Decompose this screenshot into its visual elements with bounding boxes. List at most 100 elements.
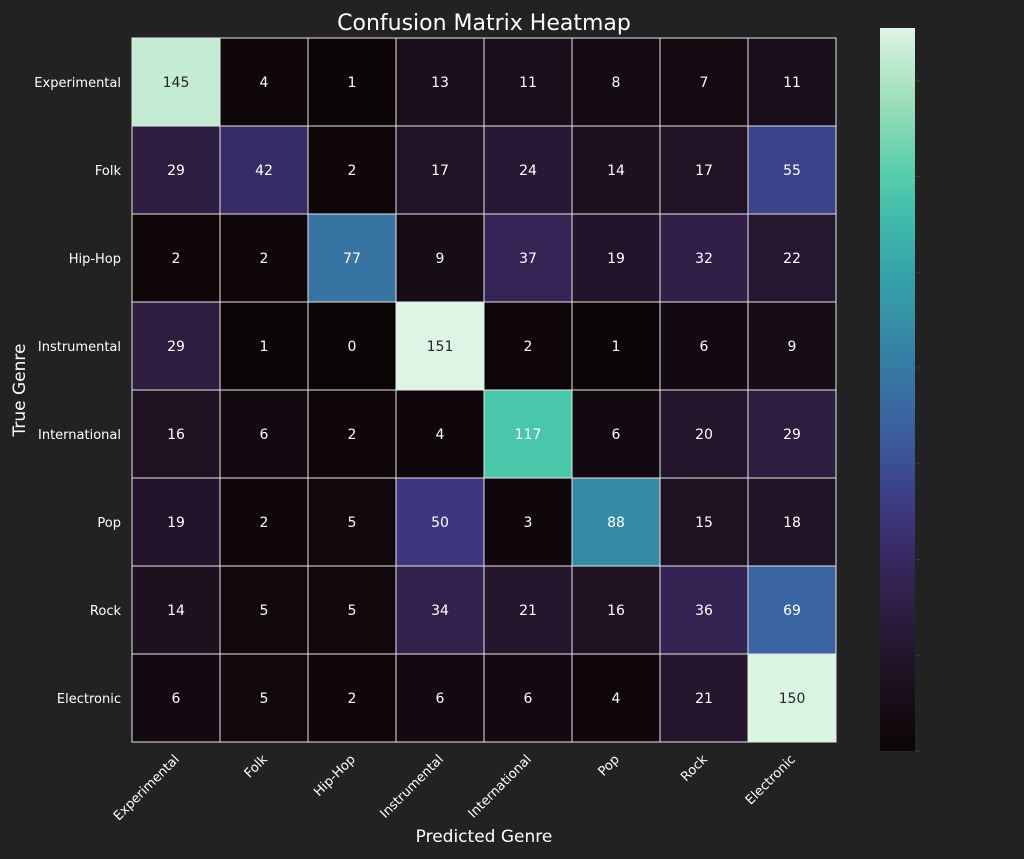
cell-value-label: 19 [167,515,185,531]
x-tick-label: Hip-Hop [311,752,359,800]
cell-value-label: 77 [343,251,361,267]
cell-value-label: 5 [348,603,357,619]
heatmap-cell [659,213,749,303]
heatmap-cell [307,565,397,655]
colorbar-ticks [915,80,920,752]
y-tick-label: Pop [97,516,121,531]
cell-value-label: 2 [348,427,357,443]
cell-value-label: 6 [612,427,621,443]
cell-value-label: 2 [348,163,357,179]
y-tick-label: Hip-Hop [69,252,121,267]
heatmap-cell [659,389,749,479]
x-tick-label: Folk [242,752,271,781]
heatmap-cell [219,213,309,303]
cell-value-label: 0 [348,339,357,355]
heatmap-cell [219,565,309,655]
cell-value-label: 22 [783,251,801,267]
x-axis-tick-labels: Experimental Folk Hip-Hop Instrumental Inter… [111,752,799,824]
cell-value-label: 5 [348,515,357,531]
heatmap-cell [483,477,573,567]
heatmap-cell [483,565,573,655]
heatmap-cell [659,565,749,655]
heatmap-cell [483,37,573,127]
cell-value-label: 14 [167,603,185,619]
x-tick-label: International [466,752,535,821]
cell-value-label: 8 [612,75,621,91]
cell-value-label: 17 [695,163,713,179]
cell-value-label: 4 [436,427,445,443]
cell-value-label: 6 [524,691,533,707]
y-tick-label: Electronic [57,692,121,707]
cell-value-label: 2 [172,251,181,267]
x-tick-label: Instrumental [377,752,446,821]
cell-value-label: 2 [260,515,269,531]
heatmap-cell [747,389,837,479]
cell-value-label: 150 [779,691,806,707]
y-tick-label: International [38,428,121,443]
heatmap-cell [219,125,309,215]
heatmap-cell [571,37,661,127]
cell-value-label: 29 [167,163,185,179]
cell-value-label: 55 [783,163,801,179]
cell-value-label: 16 [607,603,625,619]
cell-value-label: 21 [695,691,713,707]
heatmap-cell [659,477,749,567]
cell-value-label: 29 [167,339,185,355]
heatmap-cells [131,37,837,743]
cell-value-label: 4 [260,75,269,91]
cell-value-label: 9 [436,251,445,267]
cell-value-label: 1 [260,339,269,355]
cell-value-label: 37 [519,251,537,267]
cell-value-label: 29 [783,427,801,443]
cell-value-label: 36 [695,603,713,619]
chart-title: Confusion Matrix Heatmap [337,11,631,36]
heatmap-cell [395,37,485,127]
heatmap-cell [747,125,837,215]
cell-value-label: 16 [167,427,185,443]
cell-value-label: 11 [783,75,801,91]
heatmap-cell [307,389,397,479]
heatmap-cell [219,477,309,567]
cell-value-label: 1 [612,339,621,355]
heatmap-cell [395,301,485,391]
x-tick-label: Pop [596,752,623,779]
x-tick-label: Experimental [111,752,183,824]
heatmap-cell [571,389,661,479]
cell-value-label: 34 [431,603,449,619]
heatmap-cell [747,37,837,127]
heatmap-cell [307,37,397,127]
heatmap-cell [483,389,573,479]
cell-value-label: 20 [695,427,713,443]
heatmap-cell [395,389,485,479]
cell-value-label: 2 [524,339,533,355]
cell-value-label: 21 [519,603,537,619]
cell-value-label: 14 [607,163,625,179]
cell-value-label: 15 [695,515,713,531]
cell-value-label: 5 [260,691,269,707]
cell-value-label: 24 [519,163,537,179]
cell-value-label: 5 [260,603,269,619]
cell-value-label: 4 [612,691,621,707]
y-axis-label: True Genre [10,344,30,438]
heatmap-cell [219,653,309,743]
heatmap-cell [571,565,661,655]
heatmap-cell [395,125,485,215]
heatmap-cell [571,125,661,215]
heatmap-cell [483,653,573,743]
heatmap-cell [219,37,309,127]
heatmap-cell [307,213,397,303]
heatmap-cell [307,477,397,567]
y-tick-label: Instrumental [38,340,121,355]
cell-value-label: 2 [260,251,269,267]
cell-value-label: 50 [431,515,449,531]
cell-value-label: 18 [783,515,801,531]
heatmap-cell [307,653,397,743]
x-tick-label: Electronic [743,752,799,808]
heatmap-cell [483,213,573,303]
cell-value-label: 2 [348,691,357,707]
y-tick-label: Rock [90,604,122,619]
cell-value-label: 9 [788,339,797,355]
heatmap-cell [131,653,221,743]
heatmap-cell [747,213,837,303]
